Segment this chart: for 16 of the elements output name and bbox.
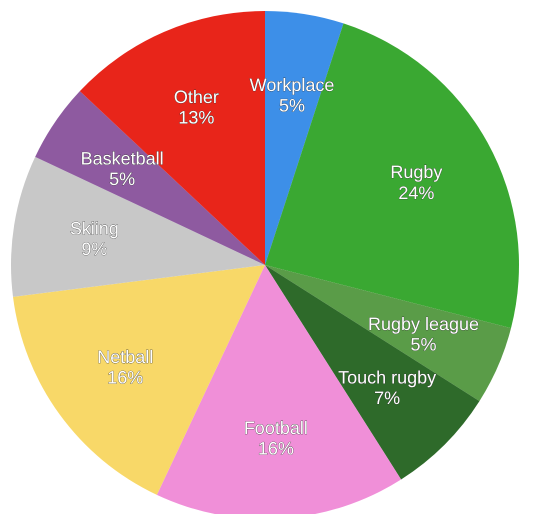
data-label: 24% (398, 182, 434, 203)
data-label: 16% (258, 438, 294, 458)
slice-label: Skiing (70, 218, 119, 238)
data-label: 5% (410, 334, 437, 355)
slice-label: Touch rugby (338, 368, 436, 388)
data-label: 7% (374, 388, 400, 408)
slice-label: Rugby league (368, 314, 480, 334)
data-label: 5% (109, 169, 136, 190)
data-label: 9% (81, 239, 108, 260)
slice-label: Other (174, 86, 219, 107)
slice-label: Netball (97, 346, 154, 367)
slice-label: Rugby (390, 162, 442, 182)
data-label: 13% (178, 108, 214, 128)
data-label: 5% (279, 96, 306, 116)
slice-label: Football (244, 418, 308, 438)
data-label: 16% (107, 368, 144, 388)
